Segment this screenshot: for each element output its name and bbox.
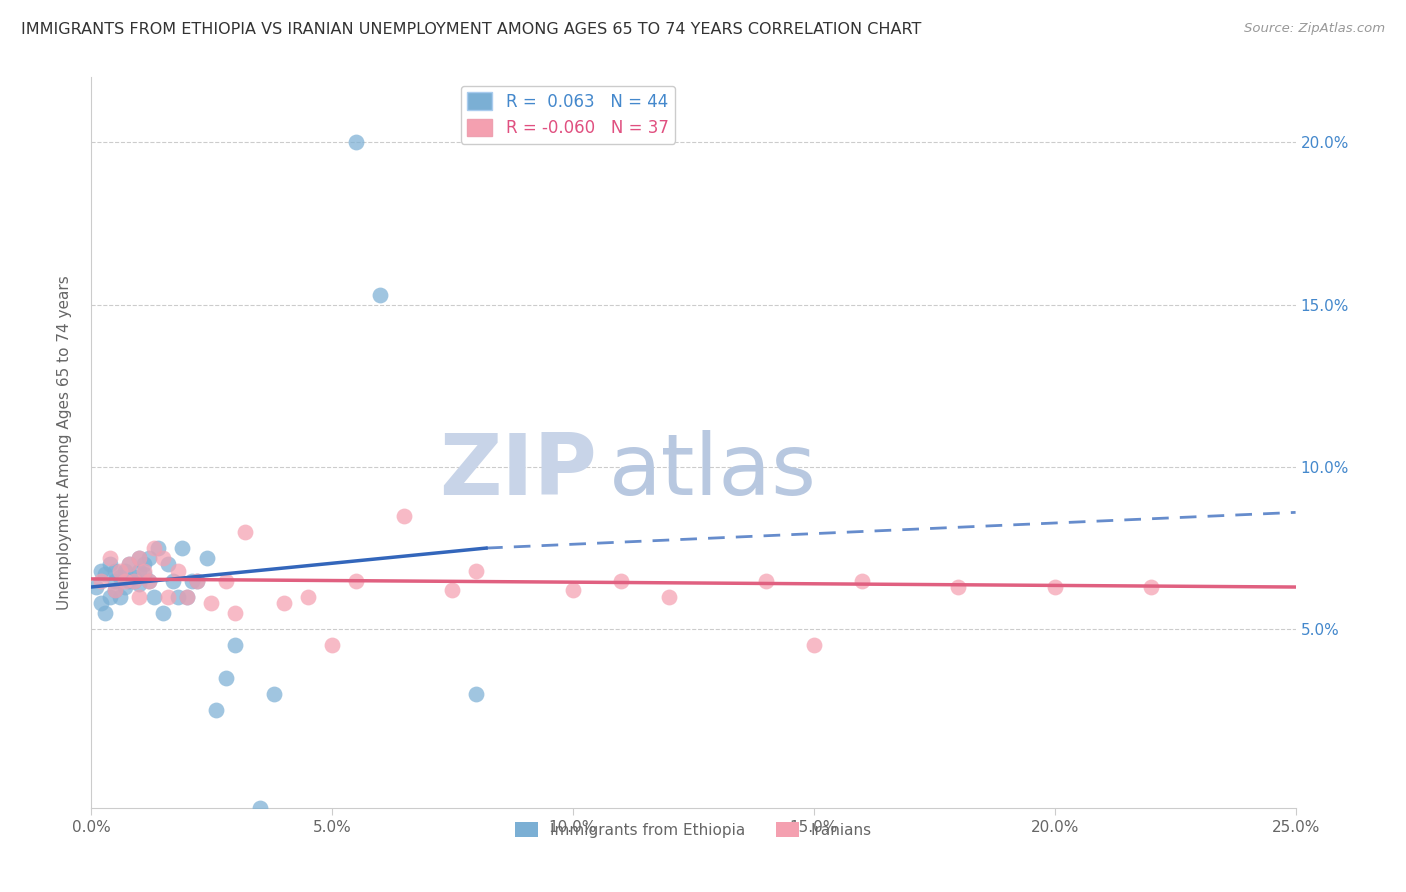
Text: atlas: atlas [609,430,817,513]
Point [104,564,127,578]
Point [138,574,160,588]
Point [233,524,256,539]
Point [138,574,160,588]
Point [263,687,285,701]
Point [344,136,367,150]
Point [128,590,150,604]
Point [803,639,825,653]
Point [114,564,136,578]
Point [114,574,136,588]
Point [166,564,188,578]
Point [224,639,246,653]
Point [148,541,170,555]
Point [108,570,131,584]
Point [172,541,194,555]
Point [200,596,222,610]
Point [132,564,155,578]
Point [94,567,117,582]
Point [186,574,208,588]
Point [465,687,488,701]
Point [104,574,127,588]
Point [118,558,141,572]
Point [658,590,681,604]
Point [205,703,228,717]
Point [132,567,155,582]
Point [157,590,180,604]
Point [249,801,271,815]
Point [114,580,136,594]
Point [273,596,295,610]
Point [132,558,155,572]
Point [162,574,184,588]
Point [98,558,121,572]
Point [128,576,150,591]
Point [152,550,174,565]
Point [754,574,776,588]
Text: IMMIGRANTS FROM ETHIOPIA VS IRANIAN UNEMPLOYMENT AMONG AGES 65 TO 74 YEARS CORRE: IMMIGRANTS FROM ETHIOPIA VS IRANIAN UNEM… [21,22,921,37]
Point [181,574,204,588]
Point [176,590,198,604]
Legend: Immigrants from Ethiopia, Iranians: Immigrants from Ethiopia, Iranians [509,815,877,844]
Point [90,596,112,610]
Point [465,564,488,578]
Point [392,508,415,523]
Point [90,564,112,578]
Point [128,550,150,565]
Point [321,639,343,653]
Point [215,574,238,588]
Point [104,583,127,598]
Point [152,606,174,620]
Text: ZIP: ZIP [439,430,598,513]
Point [176,590,198,604]
Point [1043,580,1066,594]
Point [108,590,131,604]
Point [108,564,131,578]
Point [297,590,319,604]
Point [128,550,150,565]
Text: Source: ZipAtlas.com: Source: ZipAtlas.com [1244,22,1385,36]
Point [142,590,165,604]
Point [166,590,188,604]
Point [948,580,970,594]
Point [441,583,464,598]
Point [195,550,218,565]
Point [90,574,112,588]
Point [94,606,117,620]
Point [138,550,160,565]
Point [610,574,633,588]
Point [128,564,150,578]
Point [186,574,208,588]
Point [118,574,141,588]
Point [124,570,146,584]
Point [157,558,180,572]
Point [98,590,121,604]
Point [84,580,107,594]
Point [344,574,367,588]
Point [561,583,583,598]
Point [1140,580,1163,594]
Point [368,288,391,302]
Point [851,574,873,588]
Point [215,671,238,685]
Point [118,558,141,572]
Point [98,550,121,565]
Point [224,606,246,620]
Point [124,574,146,588]
Point [142,541,165,555]
Point [104,583,127,598]
Y-axis label: Unemployment Among Ages 65 to 74 years: Unemployment Among Ages 65 to 74 years [58,276,72,610]
Point [124,574,146,588]
